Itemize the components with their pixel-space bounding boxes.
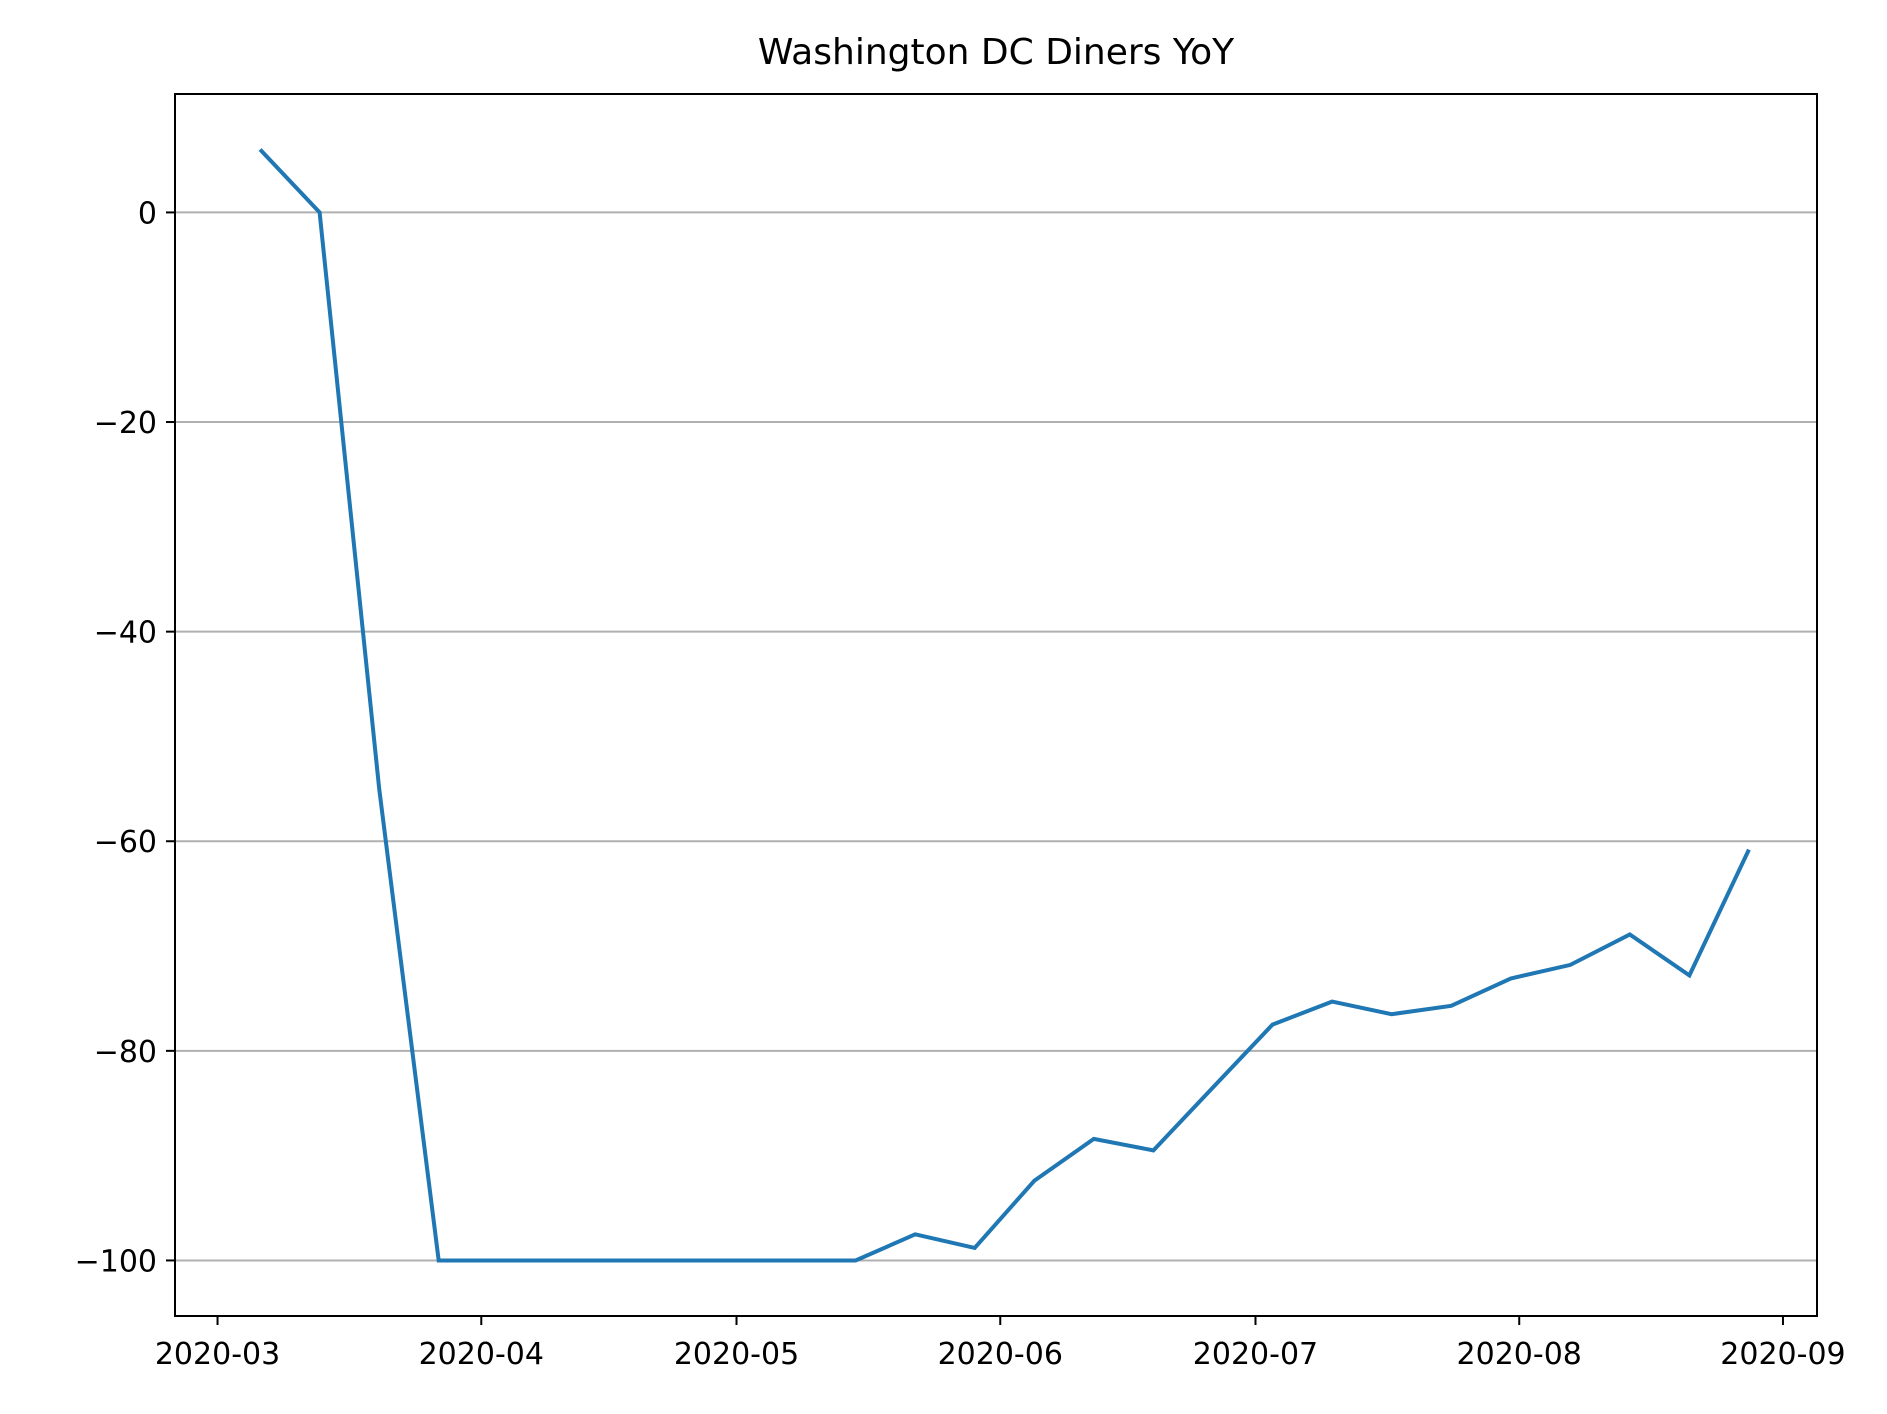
chart-title: Washington DC Diners YoY: [758, 32, 1235, 73]
series-layer: [258, 148, 1751, 1263]
y-tick-label: −80: [94, 1035, 157, 1070]
y-tick-label: −60: [94, 825, 157, 860]
y-axis: 0 −20 −40 −60 −80 −100: [75, 196, 175, 1279]
x-tick-label: 2020-07: [1193, 1337, 1318, 1372]
x-tick-label: 2020-05: [674, 1337, 799, 1372]
x-tick-label: 2020-06: [938, 1337, 1063, 1372]
y-tick-label: −40: [94, 616, 157, 651]
series-line: [258, 148, 1751, 1263]
x-tick-label: 2020-09: [1720, 1337, 1845, 1372]
x-tick-label: 2020-08: [1457, 1337, 1582, 1372]
x-tick-label: 2020-04: [419, 1337, 544, 1372]
y-tick-label: 0: [138, 196, 157, 231]
x-axis: 2020-03 2020-04 2020-05 2020-06 2020-07 2020-…: [155, 1316, 1846, 1372]
plot-frame: [174, 93, 1818, 1317]
y-tick-label: −100: [75, 1244, 157, 1279]
y-tick-label: −20: [94, 406, 157, 441]
grid-lines: [175, 211, 1817, 1262]
x-tick-label: 2020-03: [155, 1337, 280, 1372]
